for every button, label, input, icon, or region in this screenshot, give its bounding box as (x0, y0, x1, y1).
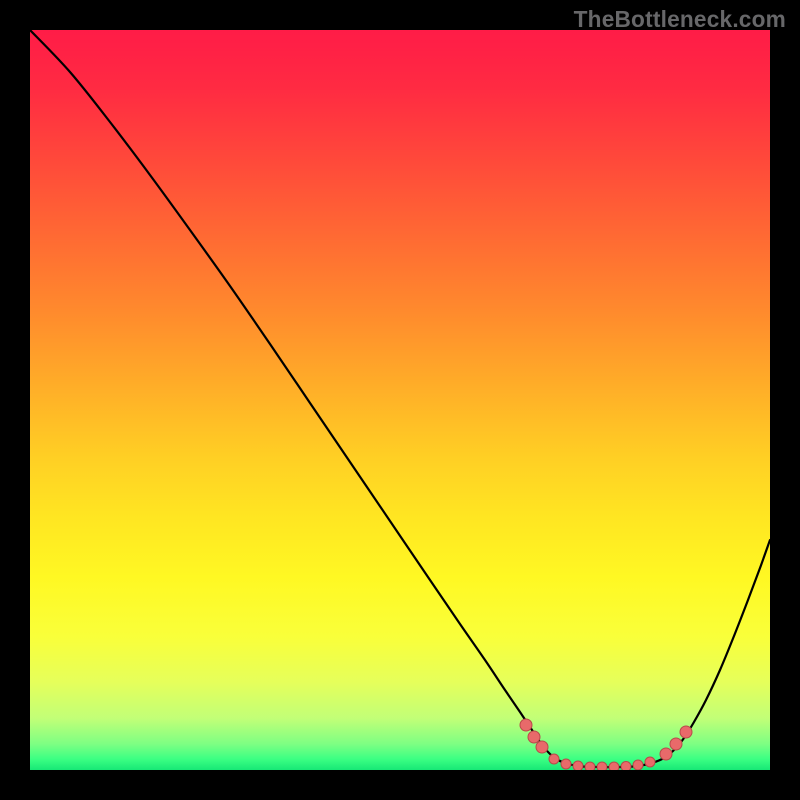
bottleneck-chart (30, 30, 770, 770)
curve-marker (573, 761, 583, 770)
curve-marker (633, 760, 643, 770)
curve-marker (680, 726, 692, 738)
curve-marker (528, 731, 540, 743)
curve-marker (609, 762, 619, 770)
curve-marker (585, 762, 595, 770)
curve-marker (561, 759, 571, 769)
curve-marker (549, 754, 559, 764)
curve-marker (670, 738, 682, 750)
curve-marker (645, 757, 655, 767)
curve-marker (536, 741, 548, 753)
curve-marker (660, 748, 672, 760)
curve-marker (520, 719, 532, 731)
curve-marker (597, 762, 607, 770)
watermark-text: TheBottleneck.com (574, 6, 786, 33)
chart-frame (30, 30, 770, 770)
curve-marker (621, 762, 631, 771)
gradient-background (30, 30, 770, 770)
